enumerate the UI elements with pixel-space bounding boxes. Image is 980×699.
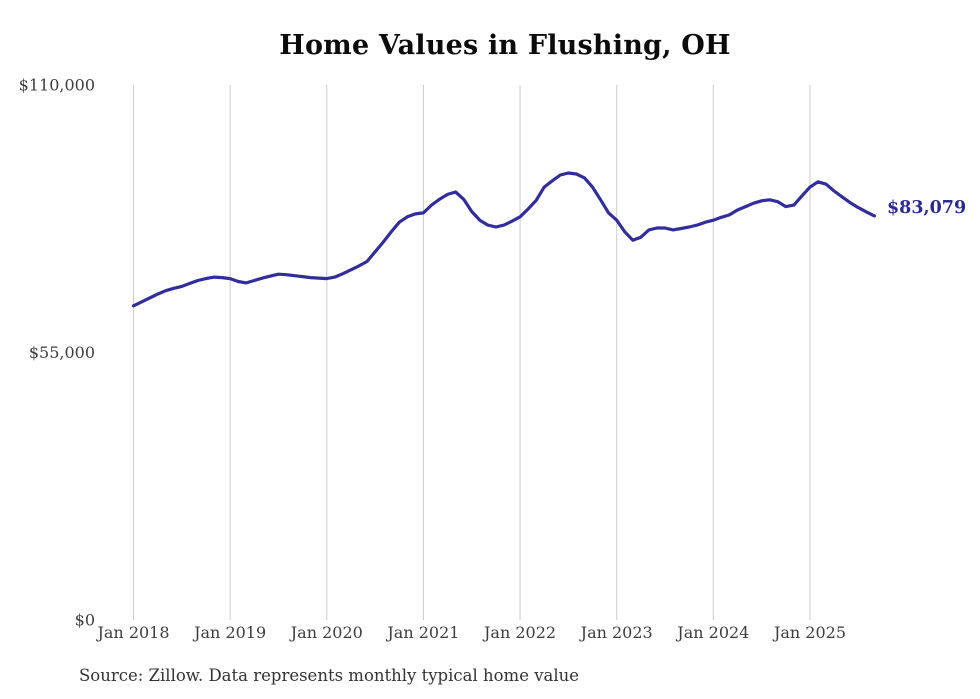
x-tick-label: Jan 2023 bbox=[579, 623, 653, 642]
last-value-label: $83,079 bbox=[887, 198, 967, 218]
source-note: Source: Zillow. Data represents monthly … bbox=[79, 666, 580, 685]
y-tick-label: $0 bbox=[75, 611, 95, 630]
x-tick-label: Jan 2021 bbox=[385, 623, 459, 642]
home-value-line bbox=[131, 171, 876, 308]
x-tick-label: Jan 2018 bbox=[95, 623, 169, 642]
y-tick-label: $110,000 bbox=[19, 76, 95, 95]
chart-title: Home Values in Flushing, OH bbox=[279, 30, 731, 61]
x-tick-label: Jan 2024 bbox=[675, 623, 749, 642]
x-tick-label: Jan 2022 bbox=[482, 623, 556, 642]
x-tick-label: Jan 2020 bbox=[289, 623, 363, 642]
y-tick-label: $55,000 bbox=[29, 343, 95, 362]
x-tick-label: Jan 2019 bbox=[192, 623, 266, 642]
x-tick-label: Jan 2025 bbox=[772, 623, 846, 642]
